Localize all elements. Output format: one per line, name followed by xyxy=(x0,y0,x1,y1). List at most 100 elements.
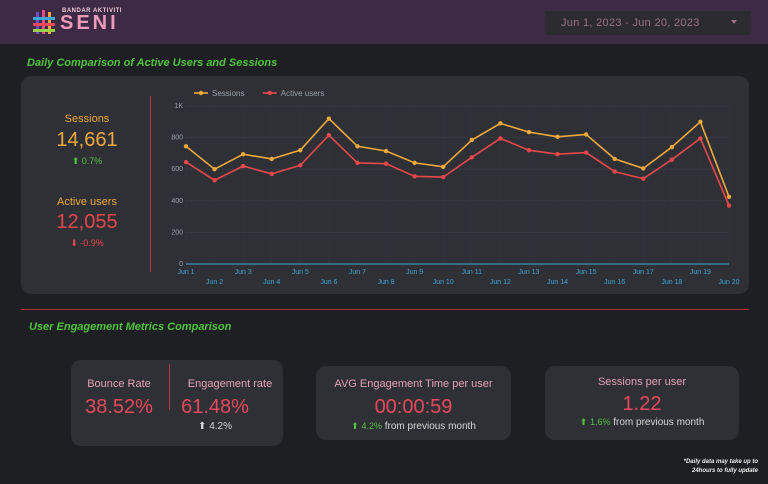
x-tick-label: Jun 5 xyxy=(292,269,309,276)
avg-time-value: 00:00:59 xyxy=(374,396,453,418)
active-users-point xyxy=(526,148,532,153)
active-users-point xyxy=(669,157,675,162)
sessions-point xyxy=(269,156,274,162)
footnote: *Daily data may take up to 24hours to fu… xyxy=(683,459,758,474)
header-bar: BANDAR AKTIVITI SENI Jun 1, 2023 - Jun 2… xyxy=(0,0,768,44)
active-users-point xyxy=(240,163,246,169)
x-tick-label: Jun 14 xyxy=(547,279,568,286)
active-users-kpi-delta: ⬇ -0.9% xyxy=(70,238,104,248)
avg-time-label: AVG Engagement Time per user xyxy=(334,378,493,390)
sessions-point xyxy=(612,156,617,162)
date-range-picker[interactable]: Jun 1, 2023 - Jun 20, 2023 xyxy=(545,11,751,35)
sessions-point xyxy=(555,134,560,140)
sessions-point xyxy=(641,166,646,171)
sessions-per-user-panel xyxy=(545,366,739,440)
y-tick-label: 600 xyxy=(171,166,183,173)
active-users-point xyxy=(383,161,389,166)
active-users-point xyxy=(212,178,217,183)
sessions-point xyxy=(726,194,732,200)
active-users-point xyxy=(612,169,617,174)
x-tick-label: Jun 13 xyxy=(518,269,539,276)
active-users-point xyxy=(469,155,474,160)
caret-down-icon xyxy=(731,20,737,24)
active-users-point xyxy=(555,151,560,157)
active-users-point xyxy=(326,133,332,138)
y-tick-label: 400 xyxy=(171,198,183,205)
y-tick-label: 0 xyxy=(179,261,183,268)
sessions-point xyxy=(298,148,303,153)
arrow-up-icon: ⬆ xyxy=(71,156,80,166)
engagement-rate-label: Engagement rate xyxy=(187,378,273,390)
active-users-kpi-value: 12,055 xyxy=(56,211,118,233)
section-title-engagement: User Engagement Metrics Comparison xyxy=(29,321,232,333)
active-users-point xyxy=(641,176,646,181)
active-users-point xyxy=(355,160,360,166)
x-tick-label: Jun 19 xyxy=(690,269,711,276)
sessions-series-line xyxy=(185,117,730,198)
legend-active-users-marker xyxy=(267,90,272,96)
logo: BANDAR AKTIVITI SENI xyxy=(32,6,132,38)
x-tick-label: Jun 18 xyxy=(661,279,682,286)
legend-sessions-marker xyxy=(198,90,204,96)
rate-panel xyxy=(71,360,283,446)
active-users-point xyxy=(498,136,503,141)
logo-mark-icon xyxy=(33,10,55,34)
x-tick-label: Jun 8 xyxy=(377,279,394,286)
sessions-per-user-delta: ⬆ 1.6% from previous month xyxy=(579,417,705,428)
sessions-point xyxy=(240,151,246,157)
x-tick-label: Jun 2 xyxy=(206,279,223,286)
active-users-point xyxy=(726,203,732,208)
active-users-point xyxy=(698,136,703,141)
engagement-rate-value: 61.48% xyxy=(181,396,249,418)
sessions-point xyxy=(669,144,675,150)
active-users-point xyxy=(583,150,589,155)
avg-time-delta: ⬆ 4.2% from previous month xyxy=(351,421,476,432)
arrow-up-icon: ⬆ xyxy=(351,421,359,431)
active-users-point xyxy=(412,174,417,179)
y-tick-label: 1K xyxy=(174,103,183,110)
sessions-point xyxy=(441,164,446,170)
x-tick-label: Jun 11 xyxy=(462,269,483,276)
sessions-point xyxy=(498,121,503,126)
section-title-daily: Daily Comparison of Active Users and Ses… xyxy=(27,57,278,69)
section-divider xyxy=(21,309,749,310)
active-users-kpi-label: Active users xyxy=(57,196,117,208)
logo-subtitle: BANDAR AKTIVITI xyxy=(62,8,122,14)
sessions-point xyxy=(583,132,589,137)
x-tick-label: Jun 16 xyxy=(604,279,625,286)
sessions-per-user-label: Sessions per user xyxy=(597,376,687,388)
bounce-rate-value: 38.52% xyxy=(85,396,153,418)
active-users-point xyxy=(441,174,446,180)
x-tick-label: Jun 6 xyxy=(320,279,337,286)
x-tick-label: Jun 15 xyxy=(576,269,597,276)
daily-line-chart: 0 200 400 600 800 1K Jun 1 Jun 2 Jun 3 Jun 4 Jun 5… xyxy=(171,89,739,286)
x-tick-label: Jun 10 xyxy=(433,279,454,286)
logo-title: SENI xyxy=(60,12,119,34)
x-tick-label: Jun 12 xyxy=(490,279,511,286)
sessions-kpi-value: 14,661 xyxy=(56,129,118,151)
sessions-point xyxy=(355,144,360,149)
engagement-rate-delta: ⬆ 4.2% xyxy=(198,421,232,432)
sessions-point xyxy=(212,167,217,172)
active-users-point xyxy=(269,171,274,177)
x-tick-label: Jun 17 xyxy=(633,269,654,276)
x-tick-label: Jun 3 xyxy=(235,269,252,276)
sessions-point xyxy=(469,137,474,143)
kpi-divider xyxy=(150,96,151,272)
arrow-up-icon: ⬆ xyxy=(198,421,207,432)
y-tick-label: 800 xyxy=(171,135,183,142)
x-tick-label: Jun 1 xyxy=(177,269,194,276)
sessions-point xyxy=(326,116,332,121)
bounce-rate-label: Bounce Rate xyxy=(87,378,151,390)
sessions-kpi-label: Sessions xyxy=(64,113,110,125)
x-tick-label: Jun 20 xyxy=(718,279,739,286)
active-users-point xyxy=(298,163,303,168)
sessions-point xyxy=(526,129,532,135)
sessions-point xyxy=(383,148,389,154)
sessions-kpi-delta: ⬆ 0.7% xyxy=(71,156,103,166)
y-tick-label: 200 xyxy=(171,229,183,236)
active-users-series-line xyxy=(185,134,730,206)
sessions-point xyxy=(698,119,703,124)
x-tick-label: Jun 7 xyxy=(349,269,366,276)
x-tick-label: Jun 9 xyxy=(406,269,423,276)
